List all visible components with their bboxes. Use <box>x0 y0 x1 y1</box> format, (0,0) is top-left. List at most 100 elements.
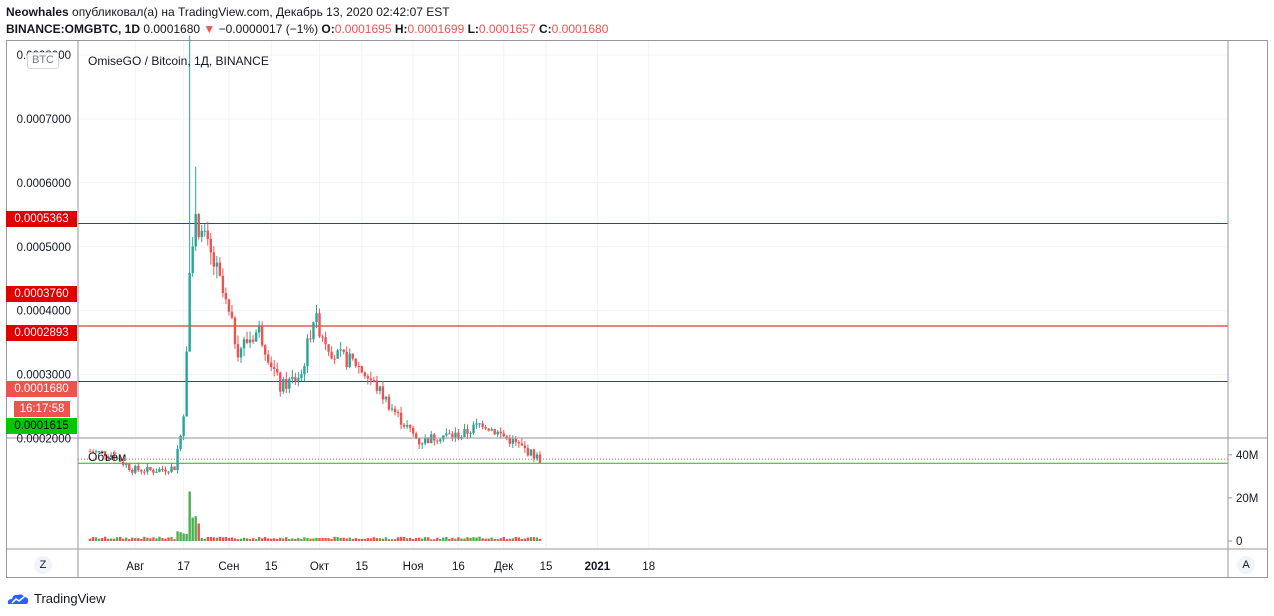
high-label: H: <box>394 22 408 36</box>
author-name[interactable]: Neowhales <box>6 5 69 19</box>
low-label: L: <box>467 22 479 36</box>
candle-body <box>134 465 137 473</box>
volume-bar <box>502 536 505 541</box>
candle-body <box>100 451 104 453</box>
log-scale-button[interactable]: Z <box>34 556 52 574</box>
candle-body <box>146 466 149 472</box>
time-tick-label: Сен <box>218 561 239 573</box>
volume-bar <box>514 536 518 541</box>
candle-body <box>233 317 237 345</box>
candle-body <box>366 376 370 379</box>
volume-bar <box>448 538 451 541</box>
price-tick-label: 0.0004000 <box>17 306 71 318</box>
volume-bar <box>233 538 237 541</box>
volume-bar <box>251 538 255 541</box>
candle-body <box>309 338 312 340</box>
candle-body <box>291 377 294 379</box>
candle-body <box>224 293 228 300</box>
close-value: 0.0001680 <box>551 22 609 36</box>
candle-body <box>348 353 351 368</box>
candle-body <box>339 349 342 351</box>
candle-body <box>342 349 345 352</box>
candle-body <box>122 461 125 465</box>
volume-bar <box>387 539 391 541</box>
candle-body <box>94 451 98 453</box>
auto-scale-button[interactable]: A <box>1237 556 1255 574</box>
volume-bar <box>140 538 143 541</box>
candle-body <box>303 366 306 375</box>
candle-body <box>538 454 542 463</box>
candle-body <box>257 325 261 333</box>
volume-bar <box>167 537 170 541</box>
candle-body <box>508 437 511 444</box>
time-tick-label: 15 <box>540 561 553 573</box>
volume-bar <box>351 538 354 541</box>
candle-body <box>300 374 303 379</box>
volume-bar <box>131 537 134 541</box>
candle-body <box>318 313 321 337</box>
volume-bar <box>94 537 98 541</box>
last-price: 0.0001680 <box>143 22 201 36</box>
symbol-label: BINANCE:OMGBTC, 1D <box>6 22 140 36</box>
candle-body <box>490 429 493 431</box>
volume-bar <box>484 538 487 541</box>
volume-bar <box>360 538 363 541</box>
volume-bar <box>475 537 478 541</box>
tradingview-logo[interactable]: TradingView <box>6 591 106 606</box>
volume-bar <box>309 538 312 541</box>
level-lines <box>78 223 1228 464</box>
candle-body <box>502 433 505 437</box>
volume-bar <box>411 539 415 541</box>
volume-bar <box>354 537 357 541</box>
candle-body <box>248 339 252 343</box>
level-badge-1: 0.0005363 <box>6 211 77 227</box>
candle-body <box>472 424 475 434</box>
volume-bar <box>263 537 267 541</box>
candle-body <box>125 464 128 466</box>
volume-bar <box>215 537 219 541</box>
candle-body <box>421 443 424 445</box>
candle-body <box>430 434 433 444</box>
volume-bar <box>318 538 321 541</box>
candle-body <box>227 299 231 312</box>
volume-bar <box>122 538 125 541</box>
volume-bar <box>369 538 373 541</box>
volume-bar <box>91 537 95 541</box>
candle-body <box>221 275 225 294</box>
volume-bar <box>417 537 421 541</box>
volume-bar <box>288 538 291 541</box>
candle-body <box>532 449 536 459</box>
volume-bar <box>339 537 342 541</box>
volume-bar <box>454 538 457 541</box>
volume-bar <box>451 537 454 541</box>
candles <box>88 35 542 476</box>
candle-body <box>333 358 336 360</box>
candle-body <box>408 425 412 428</box>
change-down-icon: ▼ <box>203 22 216 36</box>
volume-bar <box>149 538 152 541</box>
volume-bar <box>396 537 400 541</box>
candle-body <box>106 456 110 458</box>
currency-badge[interactable]: BTC <box>27 52 59 69</box>
volume-bar <box>239 538 243 541</box>
axes: 0.00080000.00070000.00060000.00050000.00… <box>6 41 1268 578</box>
volume-bar <box>499 538 502 541</box>
volume-bar <box>408 537 412 541</box>
volume-bar <box>517 537 521 541</box>
volume-bar <box>194 516 197 541</box>
volume-bar <box>143 536 146 541</box>
price-tick-label: 0.0007000 <box>17 114 71 126</box>
candle-body <box>505 436 508 438</box>
candle-body <box>236 344 240 358</box>
level-badge-3: 0.0002893 <box>6 325 77 341</box>
volume-bar <box>176 531 179 541</box>
candle-body <box>451 433 454 438</box>
volume-bar <box>221 537 225 541</box>
volume-bar <box>481 538 484 541</box>
candle-body <box>484 427 487 429</box>
volume-bar <box>260 538 264 541</box>
volume-bar <box>372 537 376 541</box>
candle-body <box>112 454 116 460</box>
volume-bar <box>191 517 194 541</box>
